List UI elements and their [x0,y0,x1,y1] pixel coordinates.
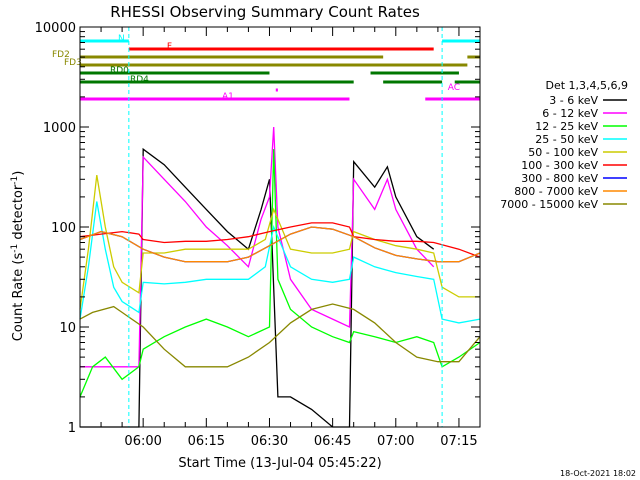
series-line-5 [79,222,481,258]
x-tick-label-0: 06:00 [124,434,161,449]
x-tick-label-5: 07:15 [440,434,477,449]
y-tick-label-1: 10 [59,321,76,336]
y-axis-label-sup1: -1 [10,244,20,253]
timestamp: 18-Oct-2021 18:02 [560,469,636,478]
x-tick-label-4: 07:00 [377,434,414,449]
legend-label-6: 300 - 800 keV [521,172,598,185]
legend-label-8: 7000 - 15000 keV [500,198,598,211]
series-lines [79,126,481,428]
legend-label-3: 25 - 50 keV [535,133,598,146]
legend-label-0: 3 - 6 keV [549,94,598,107]
y-tick-label-2: 100 [51,221,76,236]
series-line-3 [79,201,481,324]
series-line-4 [79,174,480,310]
y-tick-label-3: 1000 [43,121,76,136]
y-tick-label-0: 1 [68,421,76,436]
series-line-2 [79,149,481,398]
flag-label-a1: A1 [222,92,234,102]
legend-label-1: 6 - 12 keV [542,107,598,120]
chart-title: RHESSI Observing Summary Count Rates [110,3,420,21]
legend-header: Det 1,3,4,5,6,9 [545,79,628,92]
y-axis-label-sup2: -1 [10,176,20,185]
series-line-0 [80,147,435,428]
x-axis-label: Start Time (13-Jul-04 05:45:22) [178,456,381,471]
x-tick-label-1: 06:15 [188,434,225,449]
flag-label-n: N [118,34,125,44]
series-line-1 [80,126,435,368]
y-axis-label: Count Rate (s-1 detector-1) [10,171,26,342]
flag-label-fd3: FD3 [64,58,82,68]
marker-lines [128,27,481,427]
flag-label-rd0: RD0 [110,66,129,76]
x-tick-label-3: 06:45 [314,434,351,449]
flag-label-rd4: RD4 [130,75,149,85]
legend-label-4: 50 - 100 keV [528,146,598,159]
series-line-6 [79,226,481,263]
x-tick-label-2: 06:30 [251,434,288,449]
y-tick-label-4: 10000 [35,21,76,36]
axes: 1 10 100 1000 10000 06:00 06:15 06:30 06:45 07:00… [35,21,481,449]
flag-label-ac: AC [448,83,460,93]
legend-label-2: 12 - 25 keV [535,120,598,133]
flag-label-fd2: FD2 [52,50,70,60]
legend-label-5: 100 - 300 keV [521,159,598,172]
flag-label-f: F [167,42,172,52]
legend-label-7: 800 - 7000 keV [514,185,598,198]
series-line-7 [79,226,481,263]
